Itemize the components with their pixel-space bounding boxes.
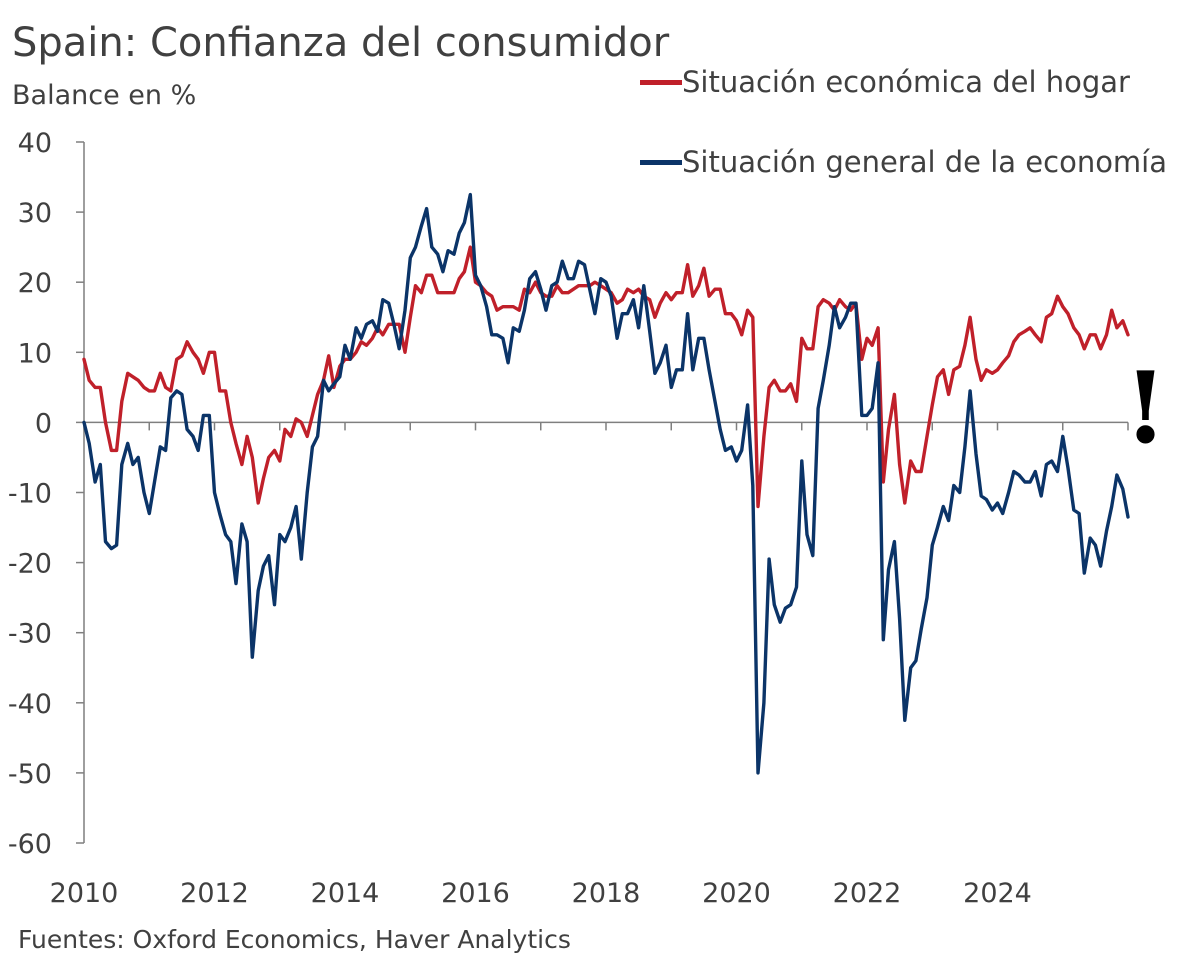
x-tick-label: 2022 [833,878,902,909]
x-tick-label: 2014 [311,878,380,909]
y-tick-label: -30 [8,619,52,650]
series-line-economy [82,192,1130,775]
chart-subtitle: Balance en % [12,80,197,111]
x-tick-label: 2012 [180,878,249,909]
chart-title: Spain: Confianza del consumidor [12,20,670,66]
y-tick-label: -50 [8,759,52,790]
y-tick-label: 20 [18,268,52,299]
legend-item-household: Situación económica del hogar [640,62,1130,102]
x-tick-label: 2016 [441,878,510,909]
x-tick-label: 2024 [963,878,1032,909]
series-line-household [82,245,1130,509]
x-tick-label: 2010 [50,878,119,909]
y-tick-label: -20 [8,549,52,580]
alert-annotation: ! [1124,351,1168,466]
legend-label-economy: Situación general de la economía [682,145,1168,179]
y-tick-label: 10 [18,338,52,369]
x-tick-label: 2020 [702,878,771,909]
y-tick-label: -60 [8,829,52,860]
source-note: Fuentes: Oxford Economics, Haver Analyti… [18,925,571,954]
y-tick-label: -10 [8,479,52,510]
y-tick-label: 30 [18,198,52,229]
legend-label-household: Situación económica del hogar [682,65,1130,99]
legend-swatch-household [640,79,682,85]
x-tick-label: 2018 [572,878,641,909]
legend-swatch-economy [640,159,682,165]
legend-item-economy: Situación general de la economía [640,142,1167,182]
y-tick-label: -40 [8,689,52,720]
y-tick-label: 40 [18,128,52,159]
y-tick-label: 0 [35,408,52,439]
